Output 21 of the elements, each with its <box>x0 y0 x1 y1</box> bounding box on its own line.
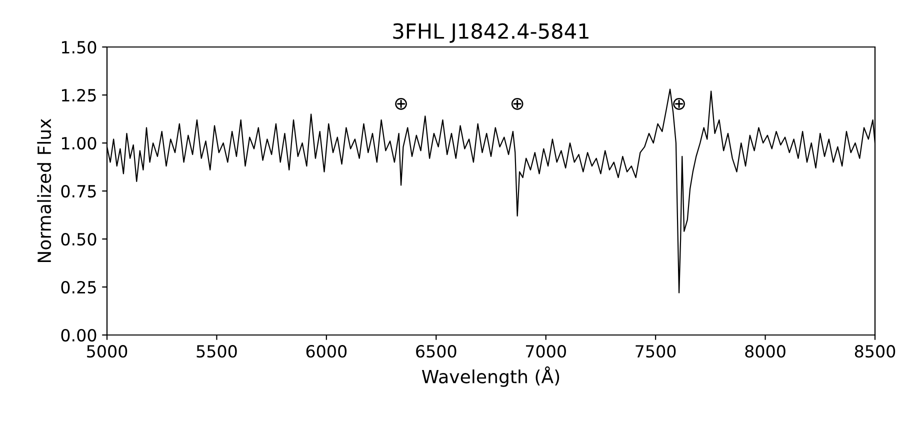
x-tick-label: 6000 <box>306 345 347 358</box>
x-tick-label: 6500 <box>416 345 456 358</box>
annotation: ⊕ <box>673 98 685 110</box>
y-tick-label: 1.50 <box>62 40 96 54</box>
y-tick-label: 1.00 <box>62 136 96 150</box>
x-tick-label: 5500 <box>196 345 237 358</box>
x-axis-title: Wavelength (Å) <box>422 366 560 387</box>
y-tick-label: 1.25 <box>62 88 96 102</box>
x-tick-label: 7000 <box>526 345 566 358</box>
y-tick-label: 0.25 <box>61 280 96 294</box>
y-tick-label: 0.75 <box>61 184 96 198</box>
y-tick-label: 0.00 <box>61 328 96 342</box>
x-tick-label: 8500 <box>854 345 896 358</box>
x-tick-label: 7500 <box>636 345 676 358</box>
chart-title: 3FHL J1842.4-5841 <box>393 23 588 43</box>
x-tick-label: 5000 <box>87 345 128 358</box>
annotation: ⊕ <box>511 98 524 110</box>
y-axis-title: Normalized Flux <box>37 118 52 262</box>
y-tick-label: 0.50 <box>61 232 96 246</box>
x-tick-label: 8000 <box>745 345 786 358</box>
annotation: ⊕ <box>395 98 407 110</box>
